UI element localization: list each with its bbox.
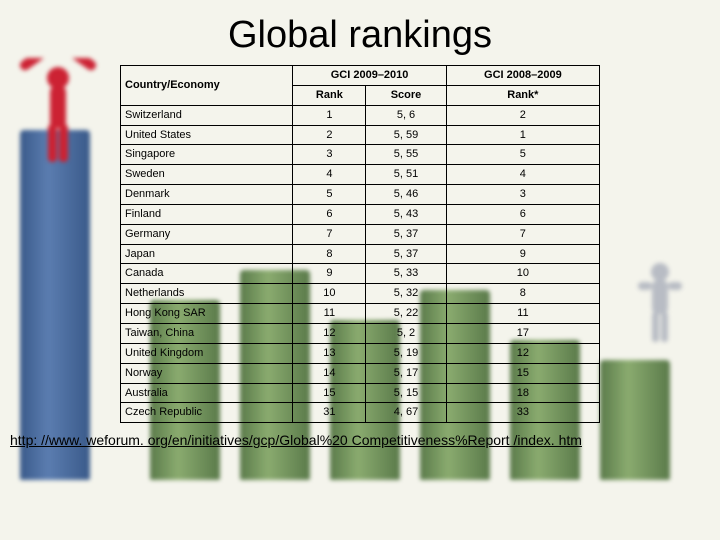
cell-rank-prev: 12 [446, 343, 599, 363]
header-rank-prev: Rank* [446, 85, 599, 105]
cell-score: 5, 32 [366, 284, 446, 304]
cell-country: United Kingdom [121, 343, 293, 363]
table-row: Finland65, 436 [121, 204, 600, 224]
cell-rank-prev: 10 [446, 264, 599, 284]
cell-country: Switzerland [121, 105, 293, 125]
cell-score: 5, 6 [366, 105, 446, 125]
cell-country: Sweden [121, 165, 293, 185]
cell-score: 5, 19 [366, 343, 446, 363]
cell-rank: 5 [293, 185, 366, 205]
cell-country: Canada [121, 264, 293, 284]
cell-country: Germany [121, 224, 293, 244]
header-group-2008-2009: GCI 2008–2009 [446, 66, 599, 86]
cell-score: 5, 55 [366, 145, 446, 165]
cell-rank-prev: 1 [446, 125, 599, 145]
cell-country: Singapore [121, 145, 293, 165]
cell-rank: 2 [293, 125, 366, 145]
header-rank: Rank [293, 85, 366, 105]
cell-score: 5, 51 [366, 165, 446, 185]
cell-country: Finland [121, 204, 293, 224]
cell-rank: 6 [293, 204, 366, 224]
header-group-2009-2010: GCI 2009–2010 [293, 66, 446, 86]
cell-rank: 14 [293, 363, 366, 383]
cell-rank-prev: 3 [446, 185, 599, 205]
cell-rank: 31 [293, 403, 366, 423]
cell-rank-prev: 8 [446, 284, 599, 304]
cell-score: 5, 2 [366, 323, 446, 343]
bg-pillar [600, 360, 670, 480]
table-row: Hong Kong SAR115, 2211 [121, 304, 600, 324]
person-figure-icon [630, 260, 690, 350]
table-row: Sweden45, 514 [121, 165, 600, 185]
cell-score: 5, 33 [366, 264, 446, 284]
rankings-table: Country/Economy GCI 2009–2010 GCI 2008–2… [120, 65, 600, 423]
cell-score: 5, 37 [366, 244, 446, 264]
cell-score: 5, 22 [366, 304, 446, 324]
cell-country: Hong Kong SAR [121, 304, 293, 324]
cell-score: 5, 37 [366, 224, 446, 244]
cell-rank: 7 [293, 224, 366, 244]
table-row: Switzerland15, 62 [121, 105, 600, 125]
cell-rank-prev: 2 [446, 105, 599, 125]
cell-rank-prev: 18 [446, 383, 599, 403]
cell-country: Japan [121, 244, 293, 264]
table-row: Denmark55, 463 [121, 185, 600, 205]
table-row: Norway145, 1715 [121, 363, 600, 383]
cell-score: 5, 46 [366, 185, 446, 205]
cell-score: 5, 59 [366, 125, 446, 145]
table-row: Australia155, 1518 [121, 383, 600, 403]
cell-rank: 12 [293, 323, 366, 343]
table-row: Singapore35, 555 [121, 145, 600, 165]
cell-rank-prev: 9 [446, 244, 599, 264]
table-row: United Kingdom135, 1912 [121, 343, 600, 363]
table-row: Germany75, 377 [121, 224, 600, 244]
table-row: United States25, 591 [121, 125, 600, 145]
cell-rank: 15 [293, 383, 366, 403]
cell-rank: 9 [293, 264, 366, 284]
cell-rank: 10 [293, 284, 366, 304]
table-row: Taiwan, China125, 217 [121, 323, 600, 343]
cell-country: United States [121, 125, 293, 145]
cell-country: Australia [121, 383, 293, 403]
table-row: Netherlands105, 328 [121, 284, 600, 304]
rankings-table-container: Country/Economy GCI 2009–2010 GCI 2008–2… [120, 65, 600, 423]
cell-rank-prev: 33 [446, 403, 599, 423]
cell-rank-prev: 11 [446, 304, 599, 324]
cell-rank-prev: 6 [446, 204, 599, 224]
header-score: Score [366, 85, 446, 105]
table-row: Japan85, 379 [121, 244, 600, 264]
cell-score: 4, 67 [366, 403, 446, 423]
table-header-group-row: Country/Economy GCI 2009–2010 GCI 2008–2… [121, 66, 600, 86]
cell-score: 5, 43 [366, 204, 446, 224]
cell-rank-prev: 7 [446, 224, 599, 244]
header-country: Country/Economy [121, 66, 293, 106]
cell-rank-prev: 4 [446, 165, 599, 185]
cell-rank: 4 [293, 165, 366, 185]
cell-rank: 11 [293, 304, 366, 324]
cell-score: 5, 15 [366, 383, 446, 403]
page-title: Global rankings [0, 0, 720, 65]
cell-country: Norway [121, 363, 293, 383]
table-row: Czech Republic314, 6733 [121, 403, 600, 423]
source-link[interactable]: http: //www. weforum. org/en/initiatives… [0, 423, 720, 450]
cell-rank-prev: 15 [446, 363, 599, 383]
cell-rank: 13 [293, 343, 366, 363]
cell-country: Taiwan, China [121, 323, 293, 343]
cell-rank: 8 [293, 244, 366, 264]
winner-figure-icon [8, 58, 108, 168]
cell-rank: 1 [293, 105, 366, 125]
cell-country: Netherlands [121, 284, 293, 304]
table-row: Canada95, 3310 [121, 264, 600, 284]
cell-rank: 3 [293, 145, 366, 165]
cell-rank-prev: 5 [446, 145, 599, 165]
cell-country: Denmark [121, 185, 293, 205]
cell-country: Czech Republic [121, 403, 293, 423]
cell-rank-prev: 17 [446, 323, 599, 343]
cell-score: 5, 17 [366, 363, 446, 383]
